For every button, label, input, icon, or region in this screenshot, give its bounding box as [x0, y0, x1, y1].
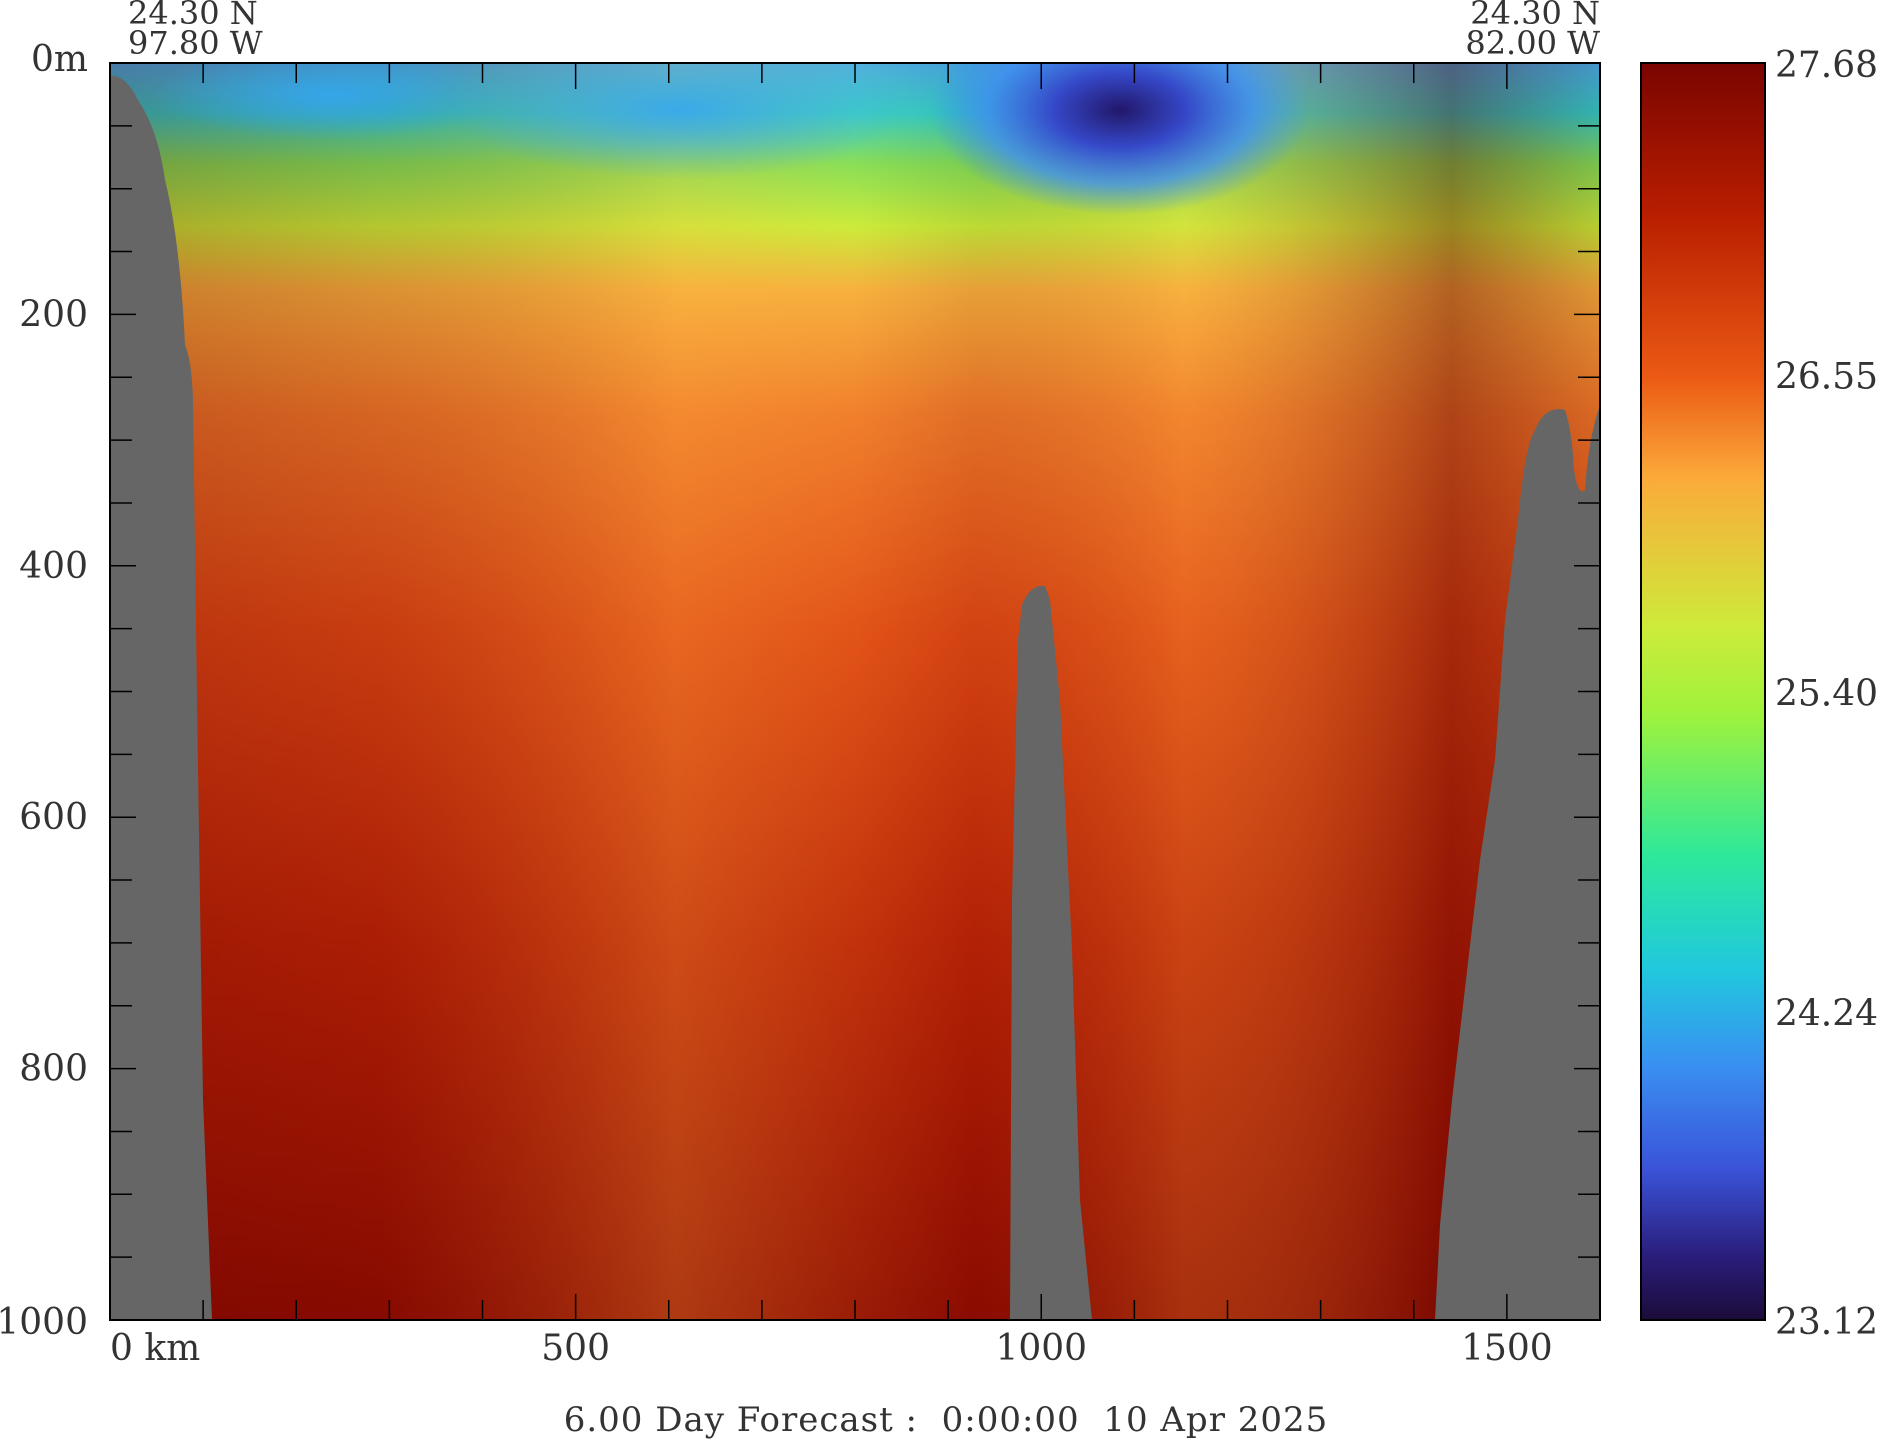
y-tick-label: 800	[19, 1049, 88, 1090]
colorbar-tick-label: 26.55	[1775, 356, 1878, 397]
section-end-label: 24.30 N 82.00 W	[1465, 0, 1600, 62]
colorbar	[1640, 62, 1766, 1321]
y-tick-label: 0m	[31, 39, 88, 80]
colorbar-tick-label: 24.24	[1775, 993, 1878, 1034]
colorbar-tick-label: 23.12	[1775, 1302, 1878, 1343]
cool-surface-patch-west	[150, 63, 510, 140]
x-tick-label: 1000	[995, 1328, 1087, 1369]
y-axis: 0m 200 400 600 800 1000	[0, 39, 1600, 1343]
cold-surface-core	[930, 63, 1310, 215]
land-mask-ridge	[1010, 585, 1092, 1320]
temperature-lateral-shading	[110, 63, 1600, 1320]
x-tick-label: 500	[541, 1328, 610, 1369]
section-end-lon: 82.00 W	[1465, 24, 1600, 62]
forecast-caption: 6.00 Day Forecast : 0:00:00 10 Apr 2025	[563, 1400, 1329, 1440]
y-tick-label: 600	[19, 797, 88, 838]
section-end-lat: 24.30 N	[1470, 0, 1600, 32]
colorbar-tick-label: 25.40	[1775, 674, 1878, 715]
section-start-lon: 97.80 W	[128, 24, 263, 62]
land-mask-east	[1435, 405, 1600, 1320]
cool-surface-patch	[450, 63, 910, 180]
x-tick-label: 1500	[1461, 1328, 1553, 1369]
y-tick-label: 1000	[0, 1302, 88, 1343]
y-tick-label: 400	[19, 546, 88, 587]
colorbar-tick-label: 27.68	[1775, 45, 1878, 86]
colorbar-ticks: 27.68 26.55 25.40 24.24 23.12	[1775, 45, 1878, 1343]
y-tick-label: 200	[19, 294, 88, 335]
x-axis: 0 km 500 1000 1500	[110, 63, 1553, 1369]
land-mask-west	[110, 75, 212, 1320]
plot-area	[110, 63, 1600, 1320]
section-start-label: 24.30 N 97.80 W	[128, 0, 263, 62]
x-tick-label: 0 km	[110, 1328, 200, 1369]
section-start-lat: 24.30 N	[128, 0, 258, 32]
